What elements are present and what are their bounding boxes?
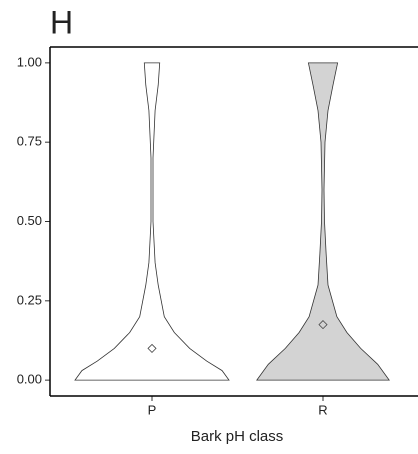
mean-marker <box>318 320 328 330</box>
violin <box>256 62 390 381</box>
x-tick-label: R <box>318 402 327 417</box>
y-tick-label: 0.50 <box>17 213 42 228</box>
y-tick-label: 1.00 <box>17 54 42 69</box>
x-axis-label: Bark pH class <box>191 428 284 445</box>
y-tick-label: 0.00 <box>17 372 42 387</box>
y-tick-label: 0.75 <box>17 134 42 149</box>
y-tick-label: 0.25 <box>17 292 42 307</box>
x-tick-label: P <box>148 402 157 417</box>
violin <box>74 62 230 381</box>
mean-marker <box>147 343 157 353</box>
chart-title: H <box>50 4 73 40</box>
